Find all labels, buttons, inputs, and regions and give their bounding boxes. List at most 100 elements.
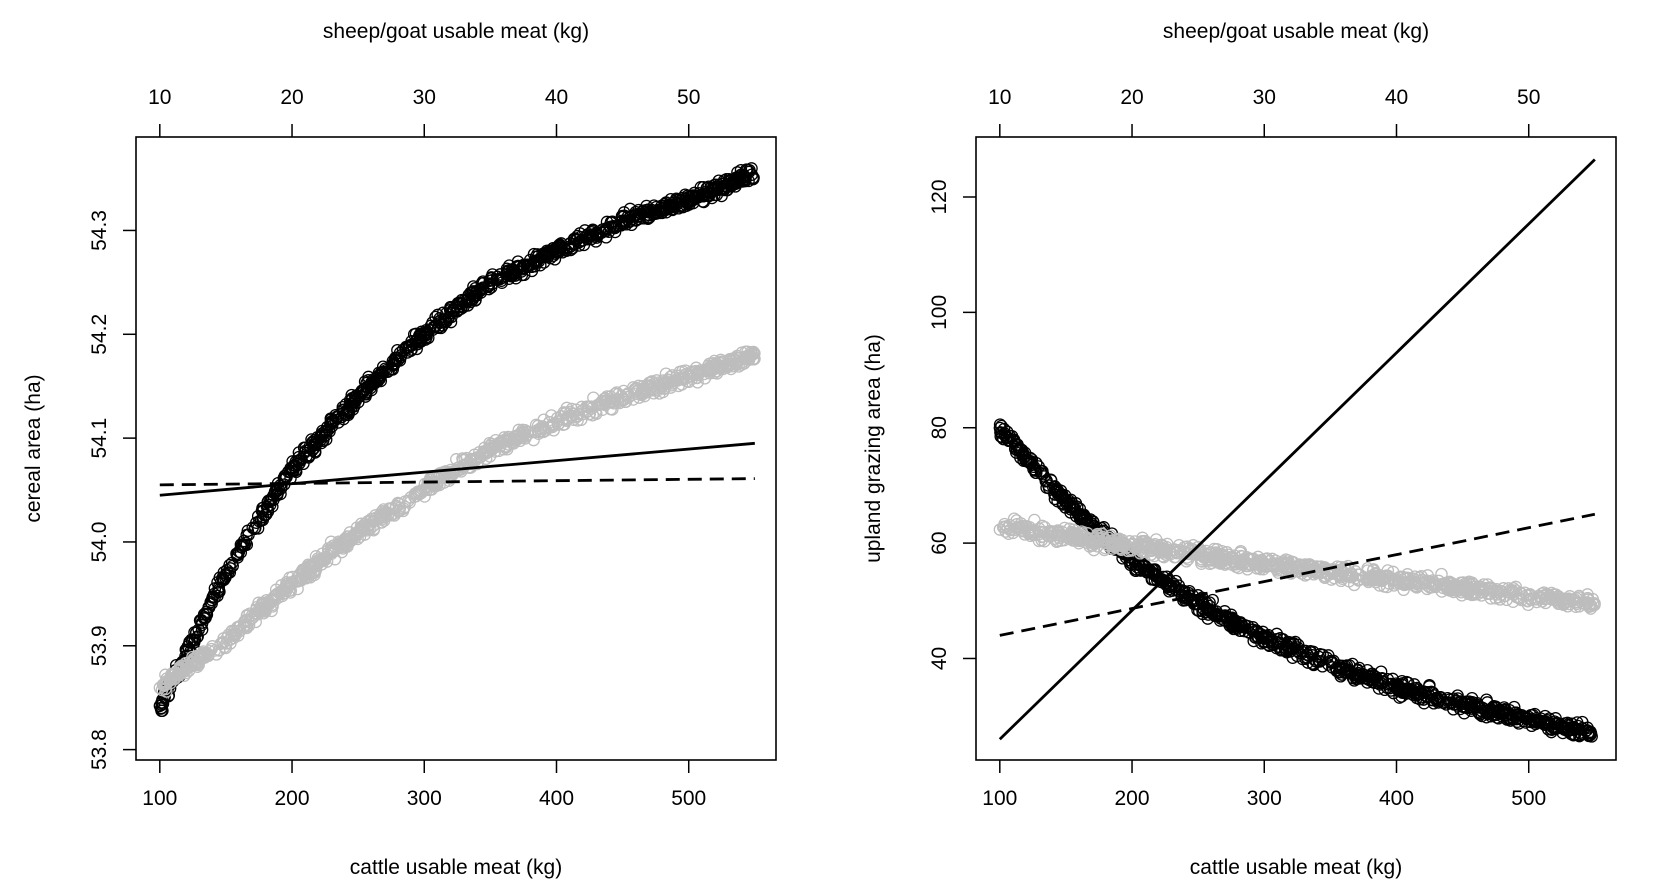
y-tick-label: 54.3 [88,210,111,251]
data-point [249,615,262,629]
data-point [693,188,707,202]
data-point [342,406,356,420]
y-tick-label: 80 [928,416,951,439]
grey-scatter-series [993,512,1601,615]
data-point [1554,718,1567,732]
data-point [1506,585,1519,598]
data-point [383,502,396,515]
data-point [1552,592,1566,605]
data-point [278,586,291,600]
data-point [557,242,571,255]
data-point [1524,592,1538,605]
data-point [163,674,176,687]
data-point [503,434,516,447]
data-point [577,407,590,421]
data-point [572,407,585,421]
data-point [1298,558,1312,571]
data-point [727,174,740,187]
data-point [1391,681,1404,694]
data-point [326,539,340,552]
data-point [1365,667,1379,681]
data-point [1126,557,1139,571]
data-point [479,452,493,466]
data-point [1185,543,1199,556]
y-tick-label: 120 [928,179,951,214]
data-point [229,627,243,641]
data-point [1327,571,1341,585]
data-point [328,552,342,566]
x2-axis-title: sheep/goat usable meat (kg) [323,20,589,43]
data-point [482,279,495,292]
data-point [529,250,543,264]
y-tick-label: 54.1 [88,418,111,459]
data-point [302,561,316,574]
data-point [730,357,744,370]
data-point [1211,547,1225,560]
data-point [1492,712,1505,725]
data-point [384,508,398,522]
x2-tick-label: 20 [280,86,303,109]
data-point [1421,569,1434,582]
data-point [1341,568,1355,582]
data-point [1523,588,1537,601]
data-point [153,681,167,695]
data-point [527,247,541,261]
data-point [1157,542,1171,555]
data-point [1492,590,1506,604]
data-point [188,652,202,665]
data-point [316,547,329,560]
data-point [1538,592,1552,606]
data-point [1270,635,1284,649]
data-point [403,339,417,352]
y-tick-label: 53.8 [88,729,111,770]
data-point [195,618,208,632]
data-point [1546,720,1559,734]
data-point [662,374,676,387]
data-point [1133,559,1146,572]
data-point [575,400,589,414]
data-point [1073,528,1087,542]
data-point [1492,704,1505,717]
right-panel-upland-grazing-area: 100 200 300 400 500 10 20 30 40 50 40 60 80 100 120 cat… [862,20,1617,879]
data-point [1526,715,1540,728]
data-point [1465,697,1478,710]
data-point [1136,531,1149,545]
data-point [1040,474,1053,487]
data-point [1460,701,1474,715]
x2-tick-label: 30 [1253,86,1276,109]
data-point [1196,602,1210,616]
data-point [1182,586,1195,600]
data-point [415,333,428,347]
data-point [731,170,744,184]
data-point [347,395,361,409]
data-point [1366,674,1379,687]
data-point [1254,628,1268,641]
data-point [1349,571,1362,585]
data-point [521,260,534,274]
data-point [439,466,453,480]
data-point [659,367,673,380]
data-point [606,403,619,416]
data-point [284,586,297,599]
data-point [256,603,269,616]
data-point [610,392,624,406]
data-point [1380,580,1394,594]
data-point [367,523,380,537]
data-point [1144,548,1158,561]
data-point [485,437,498,451]
data-point [1441,691,1454,705]
data-point [1226,551,1240,565]
data-point [1282,561,1295,575]
data-point [464,293,477,306]
x-tick-label: 500 [671,787,706,810]
data-point [651,384,664,397]
data-point [1017,522,1030,535]
data-point [246,521,259,535]
data-point [304,566,318,579]
data-point [295,572,309,586]
y-tick-label: 100 [928,295,951,330]
data-point [299,444,312,458]
data-point [1211,553,1224,567]
data-point [483,436,496,450]
